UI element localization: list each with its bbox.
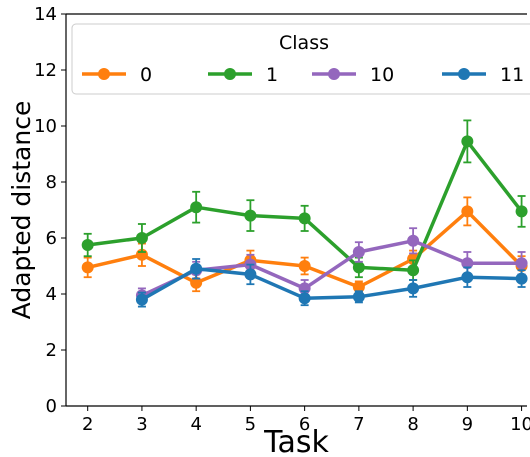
data-point <box>244 209 257 222</box>
data-point <box>298 292 311 305</box>
x-tick-label: 10 <box>510 414 530 435</box>
data-point <box>461 257 474 270</box>
data-point <box>190 201 203 214</box>
y-tick-label: 8 <box>46 172 57 193</box>
data-point <box>461 135 474 148</box>
data-point <box>244 268 257 281</box>
data-point <box>461 271 474 284</box>
x-tick-label: 4 <box>190 414 201 435</box>
x-tick-label: 6 <box>299 414 310 435</box>
data-point <box>298 260 311 272</box>
legend-entry-label: 0 <box>140 64 152 86</box>
data-point <box>352 261 365 274</box>
y-tick-label: 12 <box>34 60 57 81</box>
x-tick-label: 8 <box>407 414 418 435</box>
data-point <box>135 232 148 244</box>
y-tick-label: 0 <box>46 396 57 417</box>
data-point <box>461 205 474 218</box>
x-tick-label: 7 <box>353 414 364 435</box>
x-tick-label: 2 <box>82 414 93 435</box>
x-tick-label: 5 <box>245 414 256 435</box>
legend-entry-label: 10 <box>370 64 394 86</box>
data-point <box>407 282 420 295</box>
data-point <box>352 246 365 258</box>
data-point <box>515 205 528 218</box>
y-tick-label: 6 <box>46 228 57 249</box>
data-point <box>352 290 365 303</box>
x-axis-title: Task <box>263 425 329 457</box>
legend-entry-label: 11 <box>500 64 524 86</box>
legend-swatch-marker <box>98 68 110 80</box>
series-line-11 <box>141 267 522 302</box>
data-point <box>515 272 528 285</box>
legend: Class 0 1 10 11 <box>71 23 530 95</box>
data-point <box>81 261 94 274</box>
legend-entry-label: 1 <box>266 64 278 86</box>
series-11 <box>135 258 528 308</box>
legend-title: Class <box>279 32 329 54</box>
legend-swatch-marker <box>458 68 470 80</box>
y-tick-label: 4 <box>46 284 57 305</box>
data-point <box>515 257 528 270</box>
legend-swatch-marker <box>328 68 340 80</box>
x-tick-label: 3 <box>136 414 147 435</box>
series-1 <box>81 119 528 281</box>
y-tick-label: 2 <box>46 340 57 361</box>
data-point <box>298 212 311 225</box>
y-tick-label: 10 <box>34 116 57 137</box>
y-tick-label: 14 <box>34 4 57 25</box>
data-point <box>190 262 203 275</box>
data-point <box>81 239 94 251</box>
plot-area <box>81 119 528 308</box>
data-point <box>190 276 203 289</box>
legend-swatch-marker <box>224 68 236 80</box>
data-point <box>352 281 365 293</box>
x-tick-label: 9 <box>462 414 473 435</box>
y-axis-title: Adapted distance <box>7 101 36 320</box>
data-point <box>407 234 420 247</box>
data-point <box>135 293 148 306</box>
data-point <box>407 264 420 277</box>
legend-box <box>71 23 530 95</box>
